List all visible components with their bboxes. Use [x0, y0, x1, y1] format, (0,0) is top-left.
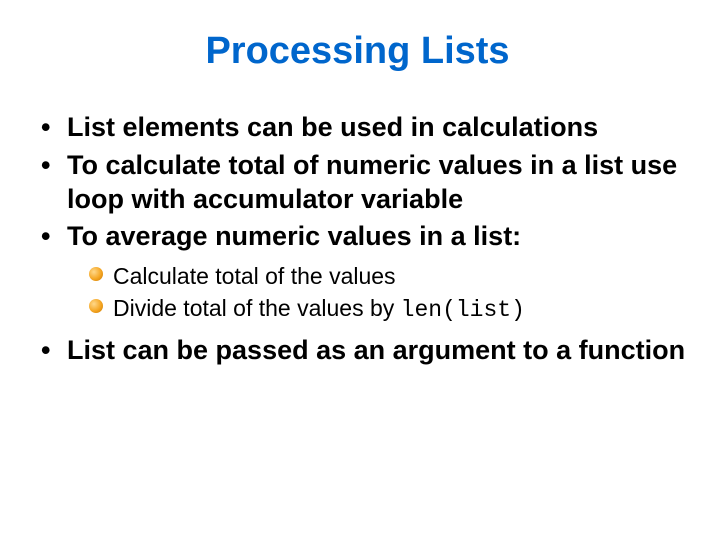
- sphere-bullet-icon: [89, 299, 103, 313]
- sphere-bullet-icon: [89, 267, 103, 281]
- bullet-item-4: List can be passed as an argument to a f…: [35, 334, 690, 368]
- sub-item-1: Calculate total of the values: [89, 262, 690, 292]
- sub-item-2-prefix: Divide total of the values by: [113, 295, 401, 321]
- sub-item-1-text: Calculate total of the values: [113, 263, 396, 289]
- main-bullet-list-continued: List can be passed as an argument to a f…: [25, 334, 690, 368]
- main-bullet-list: List elements can be used in calculation…: [25, 111, 690, 254]
- sub-item-2-code: len(list): [401, 297, 525, 323]
- bullet-item-1: List elements can be used in calculation…: [35, 111, 690, 145]
- slide-title: Processing Lists: [25, 30, 690, 73]
- bullet-item-3: To average numeric values in a list:: [35, 220, 690, 254]
- bullet-item-2: To calculate total of numeric values in …: [35, 149, 690, 217]
- sub-bullet-list: Calculate total of the values Divide tot…: [25, 262, 690, 326]
- sub-item-2: Divide total of the values by len(list): [89, 294, 690, 326]
